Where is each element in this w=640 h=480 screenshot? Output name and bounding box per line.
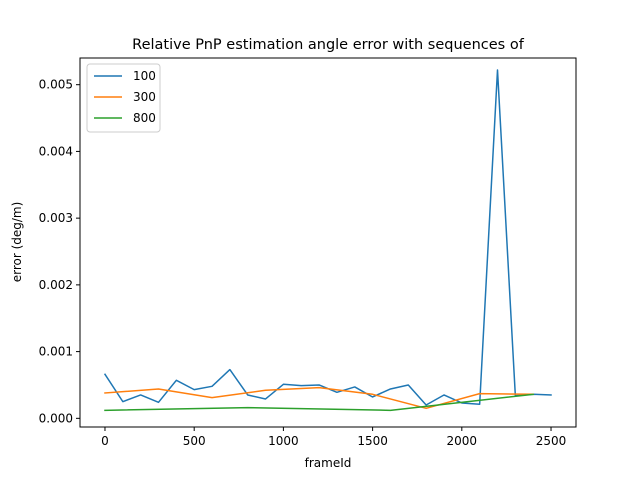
legend-label-100: 100 [133,69,156,83]
series-line-300 [104,386,534,410]
legend-label-300: 300 [133,90,156,104]
x-axis: 0 500 1000 1500 2000 2500 [101,427,566,448]
x-tick-label: 1000 [268,434,299,448]
y-tick-label: 0.002 [39,278,73,292]
series-line-800 [104,393,535,412]
x-tick-label: 2000 [447,434,478,448]
chart-title: Relative PnP estimation angle error with… [132,37,525,53]
y-tick-label: 0.005 [39,78,73,92]
y-tick-label: 0.004 [39,144,73,158]
x-tick-label: 0 [101,434,109,448]
series-line-100 [103,69,552,406]
legend-label-800: 800 [133,111,156,125]
y-axis: 0.000 0.001 0.002 0.003 0.004 0.005 [39,78,80,425]
plot-frame [79,57,577,428]
legend: 100 300 800 [86,63,161,133]
series-layer [103,69,552,412]
y-tick-label: 0.000 [39,411,73,425]
plot-area [79,57,577,428]
x-tick-label: 500 [183,434,206,448]
y-tick-label: 0.001 [39,345,73,359]
legend-box [86,63,161,133]
x-tick-label: 2500 [536,434,567,448]
x-tick-label: 1500 [357,434,388,448]
y-tick-label: 0.003 [39,211,73,225]
x-axis-label: frameId [305,456,352,470]
y-axis-label: error (deg/m) [10,202,24,283]
